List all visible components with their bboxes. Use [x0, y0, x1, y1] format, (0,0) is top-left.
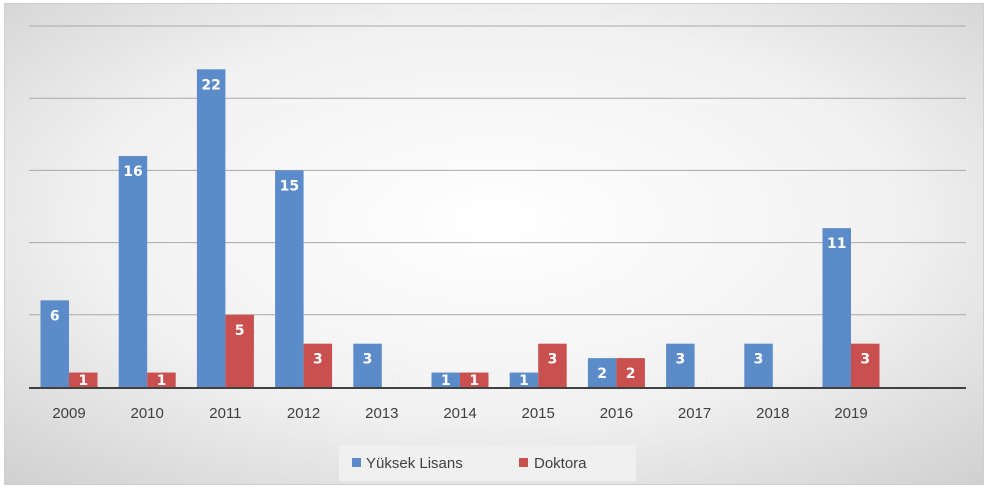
data-label: 1	[441, 373, 451, 389]
legend-label: Yüksek Lisans	[366, 455, 463, 472]
bar-yuksek-lisans	[275, 170, 304, 387]
x-tick-label: 2011	[209, 405, 241, 422]
bar-doktora	[616, 358, 645, 387]
bar-doktora	[225, 314, 254, 387]
x-tick-label: 2016	[600, 405, 633, 422]
bar-yuksek-lisans	[744, 343, 773, 387]
chart-background	[5, 4, 983, 484]
gridlines	[29, 25, 966, 316]
data-label: 3	[313, 352, 323, 368]
bar-yuksek-lisans	[666, 343, 695, 387]
data-label: 15	[280, 178, 299, 194]
data-label: 1	[469, 373, 479, 389]
data-label: 22	[201, 77, 220, 93]
legend-box	[339, 445, 636, 481]
data-label: 11	[827, 236, 846, 252]
bar-yuksek-lisans	[118, 155, 148, 387]
x-tick-label: 2017	[678, 405, 711, 422]
data-label: 1	[78, 373, 88, 389]
x-tick-label: 2018	[756, 405, 789, 422]
x-tick-label: 2015	[522, 405, 555, 422]
data-label: 3	[860, 352, 870, 368]
x-tick-label: 2009	[52, 405, 85, 422]
legend-swatch	[519, 458, 528, 467]
x-axis: 2009 2010 2011 2012 2013 2014 2015 2016 2017 2018…	[29, 387, 966, 422]
bar-yuksek-lisans	[40, 300, 69, 387]
bar-yuksek-lisans	[509, 372, 539, 387]
x-tick-label: 2010	[131, 405, 164, 422]
data-label: 2	[626, 366, 636, 382]
bar-doktora	[147, 372, 176, 387]
x-tick-label: 2013	[365, 405, 398, 422]
bar-yuksek-lisans	[822, 228, 851, 387]
legend: Yüksek Lisans Doktora	[339, 445, 636, 481]
data-label: 5	[235, 323, 245, 339]
data-label: 1	[519, 373, 529, 389]
bar-yuksek-lisans	[196, 69, 226, 387]
bar-doktora	[460, 372, 489, 387]
data-label: 0	[704, 373, 714, 389]
x-tick-label: 2012	[287, 405, 320, 422]
bar-yuksek-lisans	[431, 372, 460, 387]
data-label: 2	[597, 366, 607, 382]
bar-yuksek-lisans	[587, 358, 617, 387]
data-label: 0	[782, 373, 792, 389]
x-tick-label: 2019	[834, 405, 867, 422]
legend-swatch	[352, 458, 361, 467]
bar-yuksek-lisans	[353, 343, 382, 387]
chart-frame: 6 1 16 1 22 5 15 3 3 0 1 1 1 3 2 2 3 0 3 0 11 3 2009 2010 2011 2…	[4, 3, 984, 485]
data-label: 0	[391, 373, 401, 389]
data-label: 1	[157, 373, 167, 389]
data-label: 3	[548, 352, 558, 368]
data-label: 3	[754, 352, 764, 368]
bar-doktora	[851, 343, 880, 387]
legend-label: Doktora	[534, 455, 587, 472]
bar-doktora	[538, 343, 567, 387]
bar-doktora	[303, 343, 333, 387]
x-tick-label: 2014	[443, 405, 476, 422]
data-label: 16	[123, 164, 142, 180]
bars	[40, 69, 880, 387]
data-label: 6	[50, 308, 60, 324]
data-label: 3	[363, 352, 373, 368]
bar-doktora	[69, 372, 98, 387]
data-label: 3	[675, 352, 685, 368]
